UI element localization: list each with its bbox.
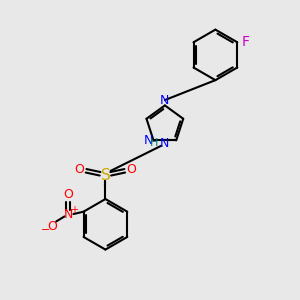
Text: O: O	[63, 188, 73, 201]
Text: N: N	[63, 208, 73, 220]
Text: N: N	[160, 137, 169, 150]
Text: +: +	[70, 205, 78, 215]
Text: −: −	[40, 225, 50, 236]
Text: N: N	[160, 94, 170, 106]
Text: N: N	[143, 134, 153, 147]
Text: O: O	[47, 220, 57, 233]
Text: H: H	[150, 138, 158, 148]
Text: O: O	[75, 163, 85, 176]
Text: F: F	[242, 35, 250, 49]
Text: S: S	[100, 168, 110, 183]
Text: O: O	[126, 163, 136, 176]
